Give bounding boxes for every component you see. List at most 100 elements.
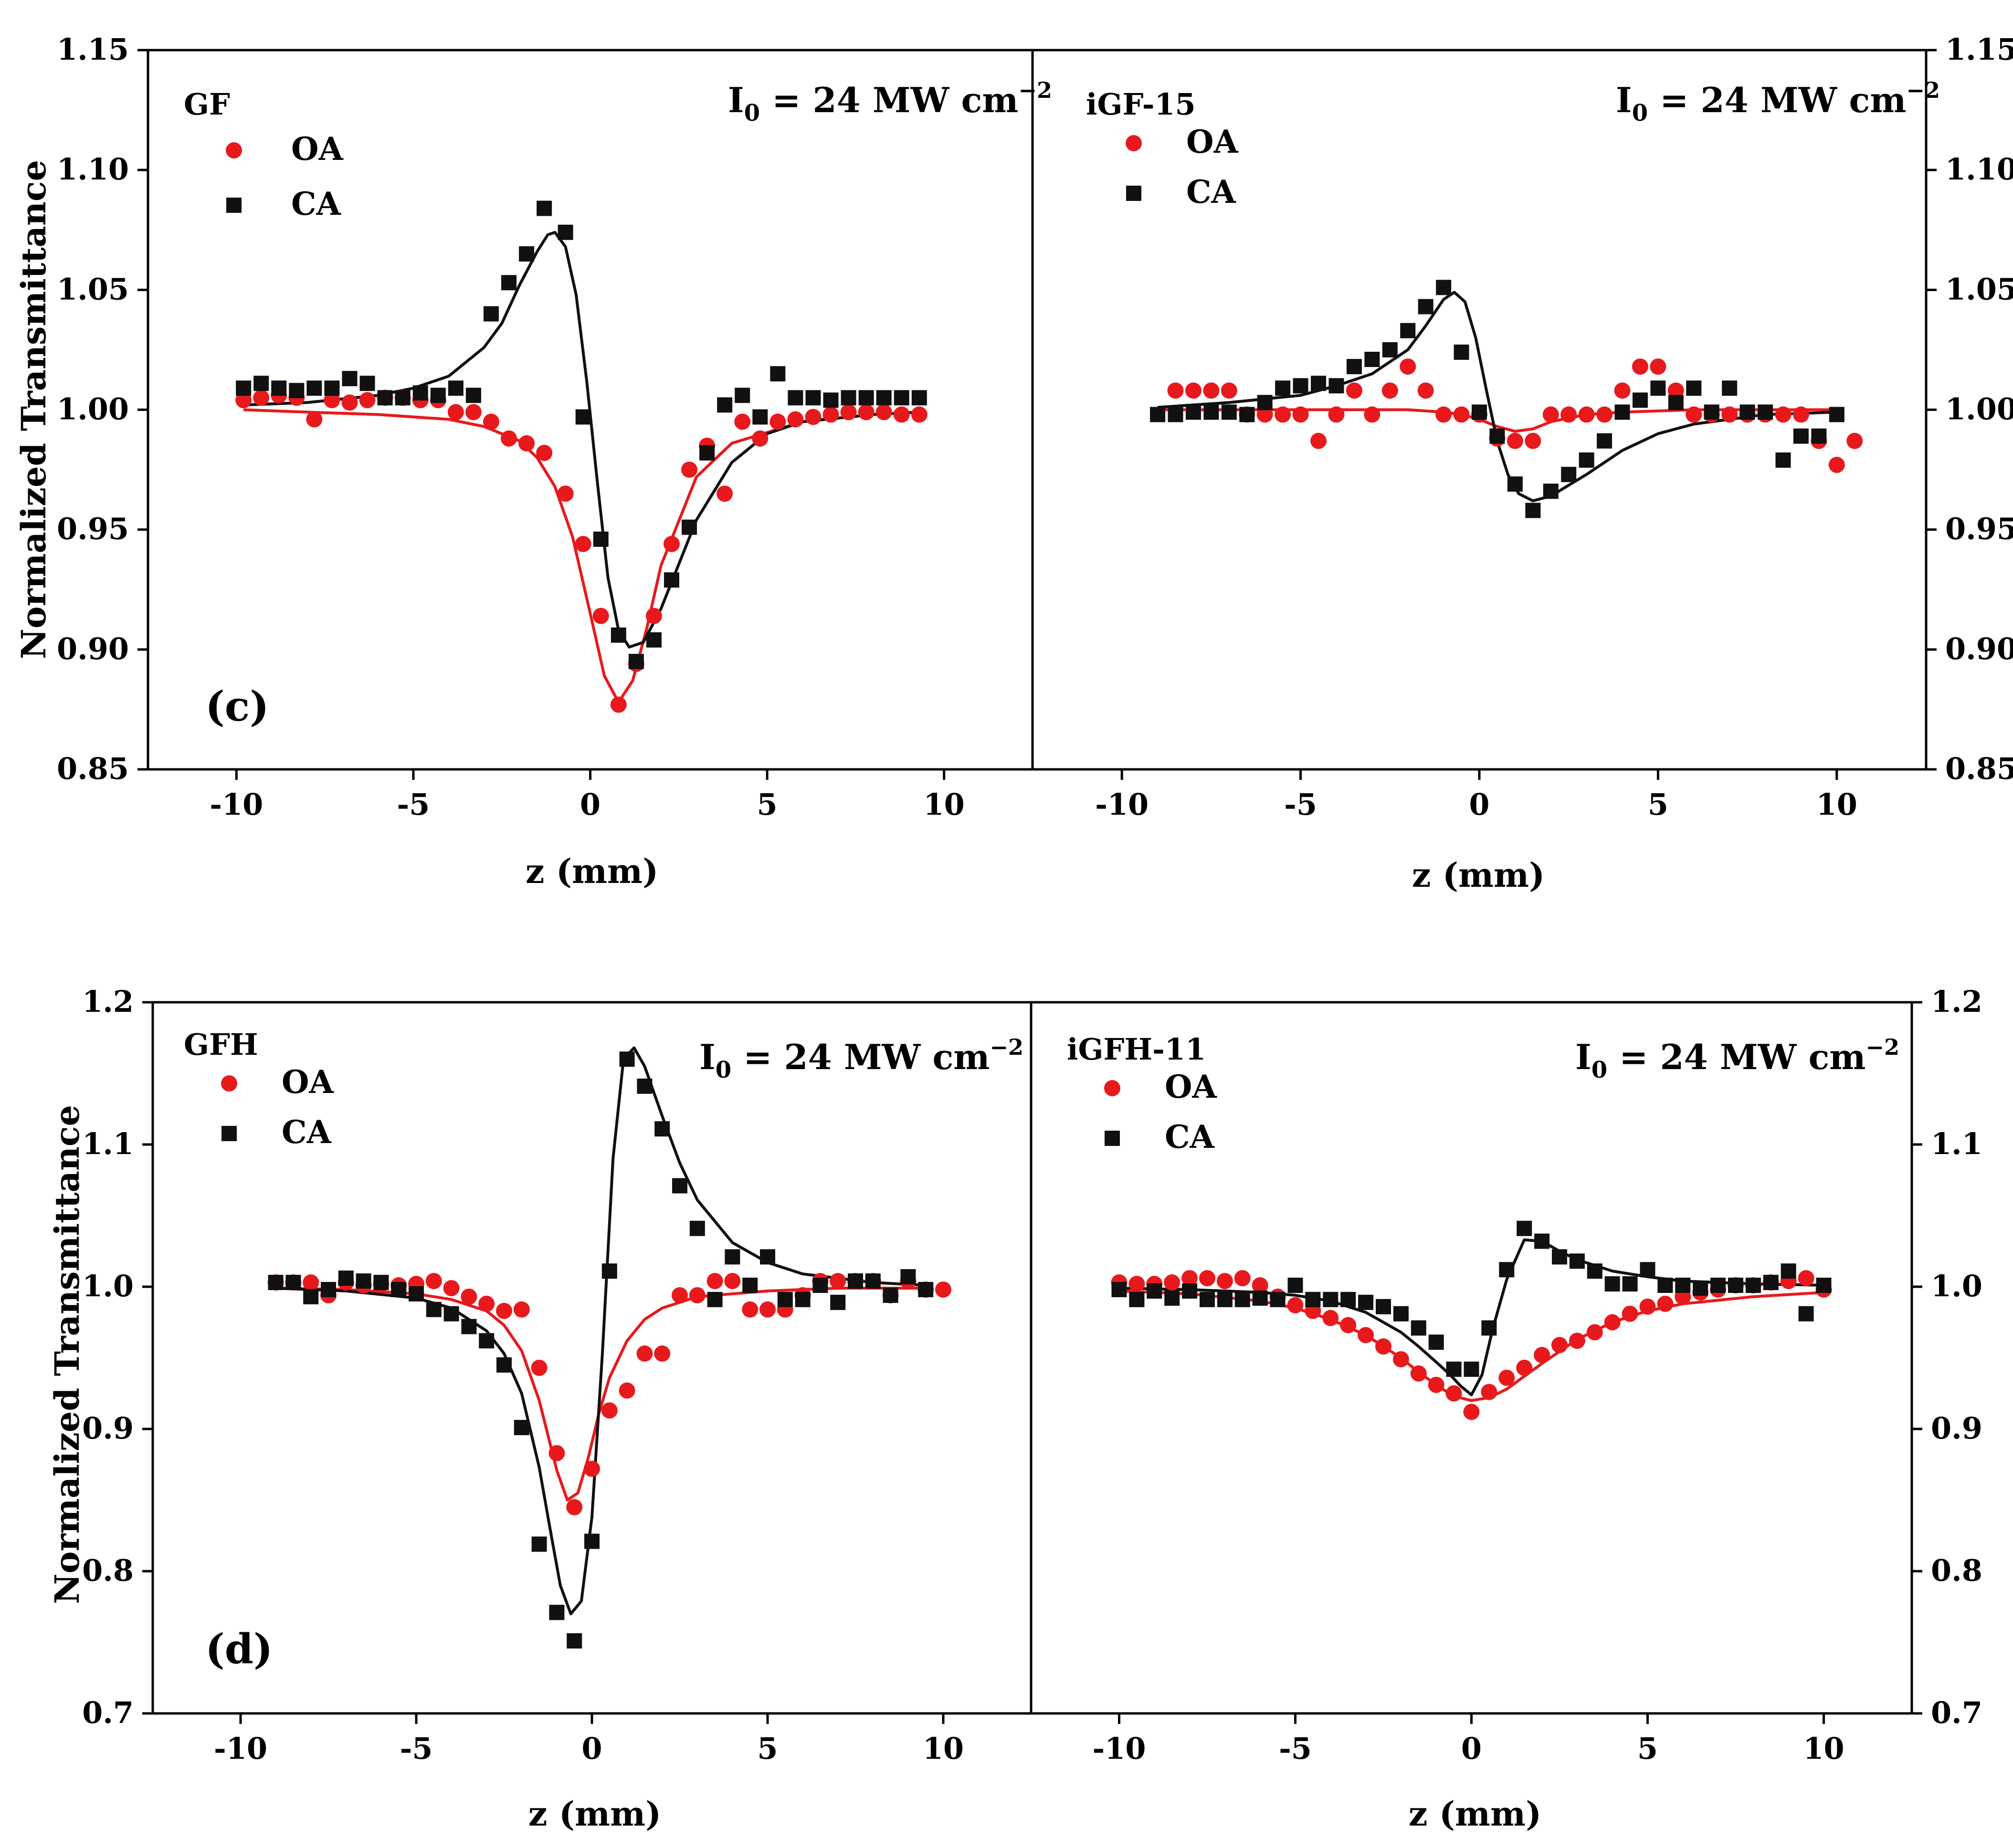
intensity-label: I0 = 24 MW cm−2: [728, 77, 1052, 126]
sample-name: iGFH-11: [1067, 1032, 1206, 1067]
oa-point: [830, 1273, 846, 1290]
ca-point: [654, 1121, 670, 1137]
ca-point: [1287, 1278, 1303, 1293]
y-tick-label: 1.05: [1945, 272, 2013, 306]
intensity-symbol: I: [728, 80, 744, 120]
ca-point: [1704, 404, 1719, 420]
oa-point: [1234, 1270, 1251, 1287]
ca-point: [918, 1281, 934, 1297]
oa-point: [1381, 382, 1398, 399]
ca-point: [672, 1178, 687, 1194]
ca-point: [1587, 1263, 1602, 1279]
oa-point: [465, 404, 482, 420]
oa-point: [1798, 1270, 1814, 1287]
oa-point: [1400, 358, 1416, 375]
oa-point: [752, 430, 769, 447]
ca-point: [717, 397, 733, 413]
ca-point: [1622, 1276, 1638, 1292]
legend-label-oa: OA: [1165, 1068, 1217, 1105]
oa-point: [575, 536, 591, 552]
ca-point: [1305, 1292, 1321, 1307]
oa-point: [759, 1301, 776, 1318]
ca-point: [1816, 1278, 1832, 1293]
oa-point: [1252, 1277, 1268, 1294]
ca-point: [514, 1420, 529, 1436]
legend-oa-marker: [1104, 1080, 1120, 1096]
ca-point: [1489, 428, 1505, 444]
oa-point: [1164, 1274, 1180, 1291]
ca-point: [1739, 404, 1755, 420]
oa-point: [531, 1359, 548, 1376]
ca-point: [483, 306, 499, 322]
ca-point: [496, 1357, 512, 1373]
ca-point: [735, 388, 750, 403]
y-tick-label: 0.9: [82, 1411, 134, 1446]
oa-point: [1846, 432, 1863, 449]
ca-point: [1763, 1275, 1779, 1291]
oa-point: [1287, 1297, 1304, 1313]
oa-point: [1185, 382, 1201, 399]
ca-point: [1722, 380, 1738, 396]
oa-point: [724, 1273, 741, 1290]
ca-point: [1418, 299, 1433, 315]
ca-point: [770, 366, 786, 382]
y-tick-label: 0.7: [1931, 1695, 1982, 1730]
ca-point: [1185, 404, 1201, 420]
x-tick-label: -10: [214, 1731, 267, 1766]
ca-point: [289, 383, 305, 399]
oa-point: [654, 1345, 671, 1362]
y-tick-label: 1.2: [1931, 984, 1982, 1019]
intensity-value: = 24 MW cm: [1648, 80, 1906, 120]
oa-point: [461, 1288, 477, 1305]
ca-point: [911, 390, 927, 406]
legend-label-oa: OA: [1186, 123, 1238, 160]
y-tick-label: 1.1: [82, 1126, 134, 1161]
intensity-subscript: 0: [1591, 1057, 1607, 1083]
y-tick-label: 1.10: [1945, 152, 2013, 187]
oa-point: [1481, 1384, 1497, 1400]
oa-point: [893, 406, 910, 423]
oa-point: [1639, 1298, 1656, 1315]
intensity-value: = 24 MW cm: [1607, 1037, 1865, 1077]
bottom-left-xlabel: z (mm): [528, 1794, 662, 1834]
oa-point: [858, 404, 875, 420]
intensity-symbol: I: [699, 1037, 716, 1077]
ca-point: [1323, 1292, 1338, 1307]
x-tick-label: 0: [581, 1731, 602, 1766]
oa-point: [1622, 1305, 1638, 1322]
ca-point: [1693, 1280, 1708, 1296]
ca-point: [1552, 1249, 1567, 1265]
ca-point: [1200, 1292, 1215, 1307]
legend-label-oa: OA: [291, 130, 343, 168]
ca-point: [426, 1302, 442, 1317]
ca-point: [306, 380, 322, 396]
y-tick-label: 0.90: [1945, 631, 2013, 666]
ca-point: [1147, 1283, 1162, 1299]
ca-point: [1561, 467, 1577, 483]
ca-point: [830, 1294, 846, 1310]
ca-point: [1481, 1320, 1497, 1336]
ca-point: [1781, 1263, 1796, 1279]
oa-point: [1586, 1324, 1603, 1341]
y-tick-label: 0.8: [82, 1553, 134, 1588]
legend-ca-marker: [1105, 1131, 1120, 1146]
ca-point: [1686, 380, 1702, 396]
oa-point: [734, 413, 751, 430]
oa-point: [496, 1302, 512, 1319]
oa-point: [1498, 1369, 1515, 1386]
oa-point: [840, 404, 857, 420]
oa-point: [742, 1301, 759, 1318]
oa-point: [689, 1287, 706, 1303]
ca-point: [1650, 380, 1666, 396]
oa-point: [303, 1274, 319, 1291]
oa-point: [235, 392, 252, 409]
ca-point: [549, 1605, 565, 1620]
ca-point: [1358, 1294, 1374, 1310]
ca-point: [359, 376, 375, 391]
legend-label-ca: CA: [291, 185, 341, 222]
bottom-right-xlabel: z (mm): [1409, 1794, 1542, 1834]
ca-point: [646, 632, 662, 648]
x-tick-label: 10: [924, 787, 965, 822]
x-tick-label: -5: [1284, 787, 1317, 822]
